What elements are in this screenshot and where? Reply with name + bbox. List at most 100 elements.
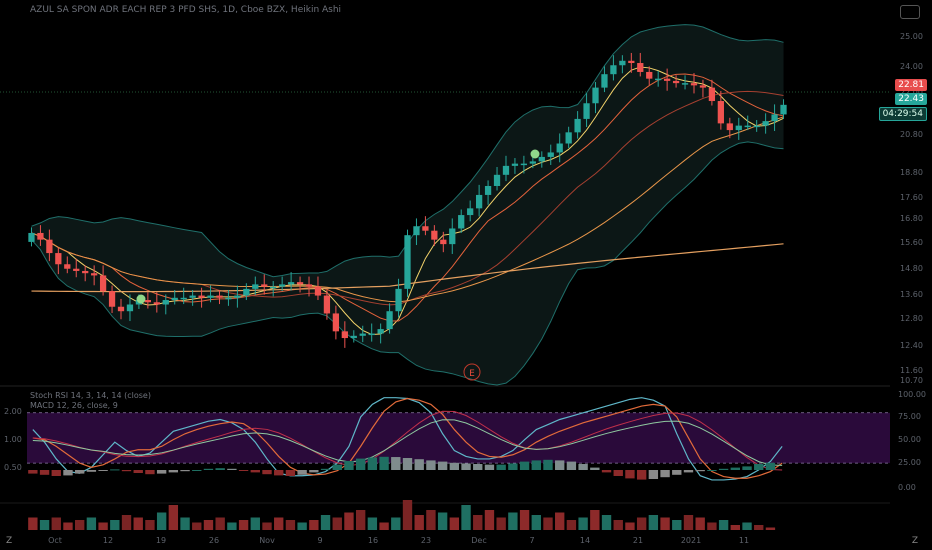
stoch-band: [27, 412, 890, 464]
volume-bar: [742, 522, 752, 530]
candle-body: [386, 311, 393, 330]
macd-bar: [39, 470, 50, 475]
volume-bar: [754, 525, 764, 530]
volume-bar: [274, 517, 284, 530]
volume-bar: [566, 520, 577, 530]
macd-bar: [297, 470, 307, 475]
corner-label-left[interactable]: Z: [6, 536, 13, 546]
time-tick-label: 21: [633, 536, 643, 545]
time-tick-label: 7: [529, 536, 534, 545]
candle-body: [619, 60, 626, 66]
indicator-legend[interactable]: Stoch RSI 14, 3, 14, 14 (close) MACD 12,…: [30, 391, 151, 411]
candle-body: [762, 121, 769, 126]
macd-bar: [543, 459, 553, 470]
signal-dots: [136, 149, 540, 304]
candle-body: [28, 232, 35, 242]
candle-body: [171, 297, 178, 301]
chart-settings-button[interactable]: [900, 5, 920, 19]
candle-body: [180, 297, 187, 300]
candle-body: [637, 63, 644, 72]
volume-bar: [332, 517, 342, 530]
bollinger-bands: [31, 24, 784, 386]
candle-body: [332, 313, 340, 332]
volume-bar: [192, 522, 202, 530]
macd-bar: [379, 456, 389, 470]
macd-bar: [742, 466, 752, 470]
macd-bar: [192, 470, 202, 471]
macd-bar: [63, 470, 73, 476]
volume-bar: [145, 520, 155, 530]
macd-bar: [227, 468, 237, 470]
candle-body: [413, 226, 420, 236]
candle-body: [538, 156, 545, 162]
time-tick-label: 19: [156, 536, 166, 545]
signal-dot: [530, 149, 540, 159]
volume-bar: [133, 517, 143, 530]
main-legend[interactable]: AZUL SA SPON ADR EACH REP 3 PFD SHS, 1D,…: [30, 5, 342, 15]
volume-bar: [531, 515, 541, 530]
macd-bar: [437, 461, 448, 470]
candle-body: [520, 163, 528, 166]
macd-bar: [484, 464, 495, 470]
macd-legend[interactable]: MACD 12, 26, close, 9: [30, 401, 118, 410]
price-tick-label: 14.80: [900, 264, 923, 273]
macd-bar: [555, 460, 565, 470]
volume-bar: [519, 510, 530, 530]
macd-bar: [145, 470, 155, 475]
macd-bar: [625, 470, 635, 479]
volume-bar: [660, 517, 670, 530]
candle-body: [189, 295, 196, 298]
candle-body: [46, 239, 53, 254]
volume-bar: [601, 515, 612, 530]
macd-bar: [250, 470, 260, 473]
macd-bar: [51, 470, 61, 476]
time-tick-label: Oct: [48, 536, 62, 545]
stoch-tick-label: 0.00: [898, 483, 916, 492]
stoch-d-line: [32, 397, 783, 479]
candle-body: [484, 185, 492, 195]
price-label-a: 22.81: [895, 79, 927, 91]
candle-body: [305, 284, 313, 287]
signal-dot: [136, 294, 146, 304]
stoch-legend[interactable]: Stoch RSI 14, 3, 14, 14 (close): [30, 391, 151, 400]
macd-bar: [98, 470, 108, 471]
candle-body: [207, 295, 214, 298]
macd-bar: [168, 470, 179, 473]
candle-body: [252, 284, 259, 289]
candle-body: [91, 273, 98, 276]
macd-bar: [613, 470, 623, 476]
macd-bar: [332, 464, 342, 470]
candle-body: [296, 282, 304, 285]
macd-bar: [355, 458, 366, 470]
volume-bar: [121, 515, 132, 530]
price-tick-label: 12.40: [900, 341, 923, 350]
macd-bar: [391, 457, 401, 470]
corner-label-right[interactable]: Z: [911, 536, 918, 546]
candle-body: [162, 300, 169, 305]
candle-body: [735, 125, 742, 131]
candle-body: [350, 335, 357, 339]
candle-body: [475, 194, 483, 209]
candle-body: [502, 165, 510, 175]
volume-bar: [496, 517, 506, 530]
macd-bar: [449, 462, 460, 470]
macd-bar: [707, 470, 717, 471]
macd-bar: [754, 464, 764, 470]
macd-bar: [578, 464, 588, 470]
time-tick-label: Dec: [471, 536, 486, 545]
moving-average-line: [31, 116, 784, 303]
candle-body: [287, 282, 295, 285]
volume-bar: [110, 520, 120, 530]
volume-bar: [250, 517, 260, 530]
candle-body: [64, 264, 71, 269]
volume-bar: [180, 517, 190, 530]
volume-bar: [227, 522, 237, 530]
price-tick-label: 22.00: [900, 88, 923, 97]
candle-body: [341, 331, 348, 339]
macd-bar: [601, 470, 612, 473]
volume-bar: [39, 520, 50, 530]
macd-bar: [519, 461, 530, 470]
earnings-marker[interactable]: E: [463, 363, 481, 381]
candles[interactable]: [28, 52, 787, 348]
